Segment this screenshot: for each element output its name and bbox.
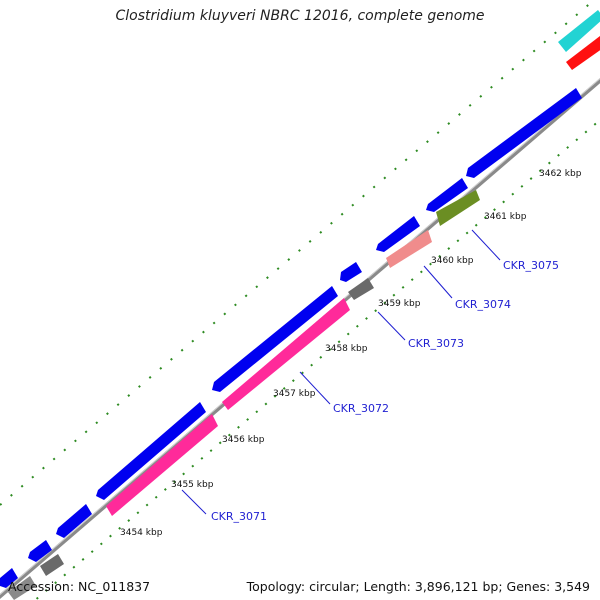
gene-pink-2[interactable] <box>106 414 218 516</box>
accession-label: Accession: NC_011837 <box>8 579 151 594</box>
gene-grey-1[interactable] <box>348 278 374 300</box>
inner-tick-ring <box>33 119 600 600</box>
kbp-label: 3455 kbp <box>171 480 214 490</box>
kbp-label-layer: 3454 kbp 3455 kbp 3456 kbp 3457 kbp 3458 kbp… <box>120 169 582 538</box>
gene-callout-line <box>299 371 331 405</box>
gene-label[interactable]: CKR_3071 <box>211 510 267 523</box>
gene-blue-5[interactable] <box>212 286 338 392</box>
gene-callout-line <box>181 489 207 515</box>
gene-blue-2[interactable] <box>426 178 468 212</box>
gene-salmon[interactable] <box>386 230 432 268</box>
gene-blue-7[interactable] <box>56 504 92 538</box>
kbp-label: 3457 kbp <box>273 389 316 399</box>
gene-grey-3[interactable] <box>8 576 36 600</box>
gene-label[interactable]: CKR_3075 <box>503 259 559 272</box>
kbp-label: 3460 kbp <box>431 256 474 266</box>
gene-blue-4[interactable] <box>340 262 362 282</box>
gene-label[interactable]: CKR_3073 <box>408 337 464 350</box>
gene-grey-2[interactable] <box>40 554 64 576</box>
kbp-label: 3459 kbp <box>378 299 421 309</box>
gene-olive-trna[interactable] <box>436 190 480 226</box>
kbp-label: 3462 kbp <box>539 169 582 179</box>
kbp-label: 3454 kbp <box>120 528 163 538</box>
gene-red[interactable] <box>566 36 600 70</box>
kbp-label: 3458 kbp <box>325 344 368 354</box>
outer-tick-ring <box>0 0 596 506</box>
gene-label[interactable]: CKR_3074 <box>455 298 511 311</box>
gene-blue-3[interactable] <box>376 216 420 252</box>
kbp-label: 3461 kbp <box>484 212 527 222</box>
gene-blue-8[interactable] <box>28 540 52 562</box>
gene-callout-line <box>423 265 453 299</box>
gene-callout-line <box>471 229 501 261</box>
gene-blue-1[interactable] <box>466 88 582 178</box>
gene-blue-6[interactable] <box>96 402 206 500</box>
gene-blue-9[interactable] <box>0 568 18 588</box>
map-title: Clostridium kluyveri NBRC 12016, complet… <box>115 8 485 24</box>
gene-pink-1[interactable] <box>222 298 350 410</box>
kbp-label: 3456 kbp <box>222 435 265 445</box>
gene-label-layer: CKR_3071 CKR_3072 CKR_3073 CKR_3074 CKR_3075 <box>181 229 559 523</box>
gene-callout-line <box>377 311 406 341</box>
gene-cyan[interactable] <box>558 10 600 52</box>
genome-summary: Topology: circular; Length: 3,896,121 bp… <box>246 579 590 594</box>
gene-label[interactable]: CKR_3072 <box>333 402 389 415</box>
